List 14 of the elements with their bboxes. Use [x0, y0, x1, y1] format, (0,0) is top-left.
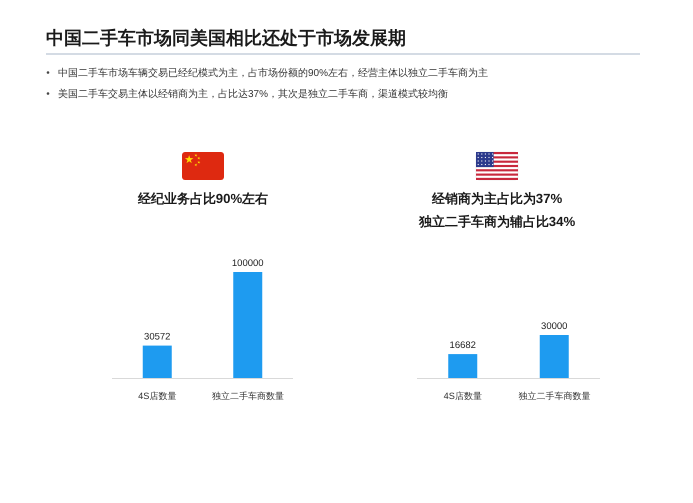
- text: 中国二手车市场车辆交易已经纪模式为主，占市场份额的90%左右，经营主体以独立二手车商为主: [58, 67, 488, 79]
- x-tick-label: 独立二手车商数量: [212, 391, 284, 401]
- x-tick-label: 4S店数量: [444, 391, 482, 401]
- x-tick-label: 独立二手车商数量: [518, 391, 590, 401]
- data-label: 30000: [541, 321, 568, 332]
- chart-title: 经销商为主占比为37%: [430, 191, 562, 206]
- x-tick-label: 4S店数量: [138, 391, 176, 401]
- chart-subtitle: 独立二手车商为辅占比34%: [418, 214, 576, 229]
- text: 中国二手车市场同美国相比还处于市场发展期: [46, 28, 406, 48]
- data-label: 30572: [144, 332, 170, 343]
- chart-title: 经纪业务占比90%左右: [136, 191, 268, 206]
- text: 美国二手车交易主体以经销商为主，占比达37%，其次是独立二手车商，渠道模式较均衡: [58, 88, 448, 100]
- data-label: 100000: [232, 258, 264, 269]
- data-label: 16682: [450, 340, 476, 352]
